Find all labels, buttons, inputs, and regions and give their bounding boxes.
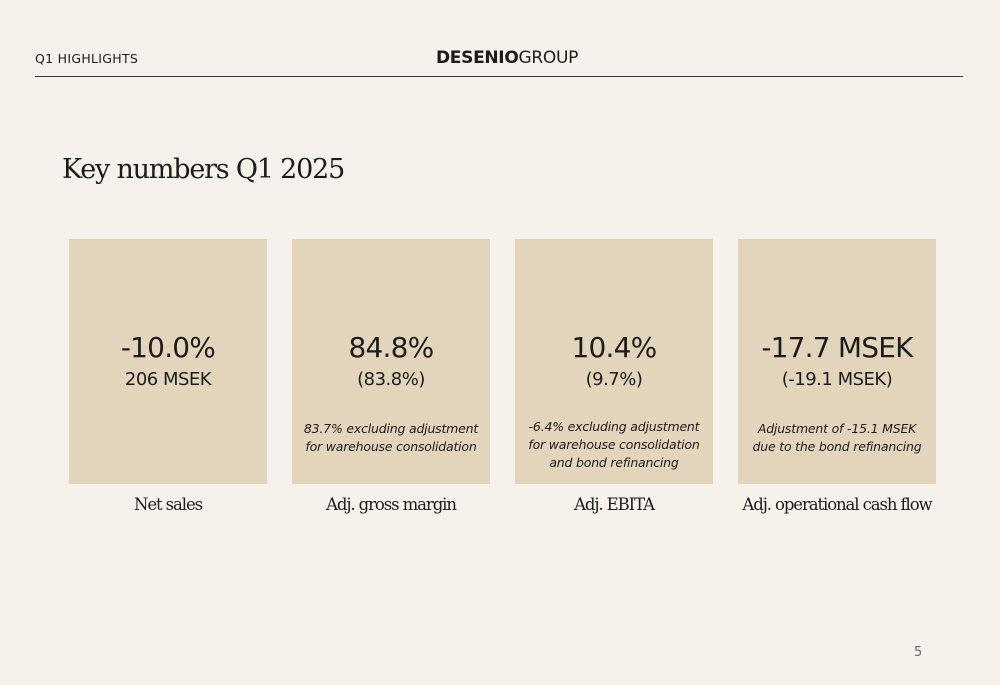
header-divider <box>35 76 963 77</box>
kpi-main-value: 84.8% <box>348 331 435 364</box>
kpi-label-net-sales: Net sales <box>134 495 203 514</box>
kpi-sub-value: 206 MSEK <box>124 369 212 390</box>
kpi-card-net-sales: -10.0% 206 MSEK <box>69 239 267 484</box>
kpi-footnote: 83.7% excluding adjustment for warehouse… <box>303 421 479 454</box>
kpi-main-value: -17.7 MSEK <box>761 331 913 364</box>
logo-group-text: GROUP <box>518 48 579 68</box>
page-title: Key numbers Q1 2025 <box>62 154 345 185</box>
kpi-label-adj-ebita: Adj. EBITA <box>574 495 655 514</box>
kpi-main-value: -10.0% <box>120 331 216 364</box>
kpi-sub-value: (9.7%) <box>585 369 643 390</box>
kpi-sub-value: (83.8%) <box>357 369 425 390</box>
kpi-label-adj-gross-margin: Adj. gross margin <box>326 495 457 514</box>
kpi-footnote: Adjustment of -15.1 MSEK due to the bond… <box>752 421 922 454</box>
kpi-card-adj-ebita: 10.4% (9.7%) -6.4% excluding adjustment … <box>515 239 713 484</box>
kpi-card-adj-operational-cash-flow: -17.7 MSEK (-19.1 MSEK) Adjustment of -1… <box>738 239 936 484</box>
logo-brand-text: DESENIO <box>436 48 519 68</box>
page-number: 5 <box>914 645 923 660</box>
kpi-footnote: -6.4% excluding adjustment for warehouse… <box>528 419 700 470</box>
kpi-main-value: 10.4% <box>571 331 658 364</box>
kpi-label-adj-operational-cash-flow: Adj. operational cash flow <box>742 495 932 514</box>
kpi-card-adj-gross-margin: 84.8% (83.8%) 83.7% excluding adjustment… <box>292 239 490 484</box>
header-section-label: Q1 HIGHLIGHTS <box>35 51 139 66</box>
desenio-group-logo: DESENIOGROUP <box>436 48 578 68</box>
kpi-sub-value: (-19.1 MSEK) <box>781 369 893 390</box>
